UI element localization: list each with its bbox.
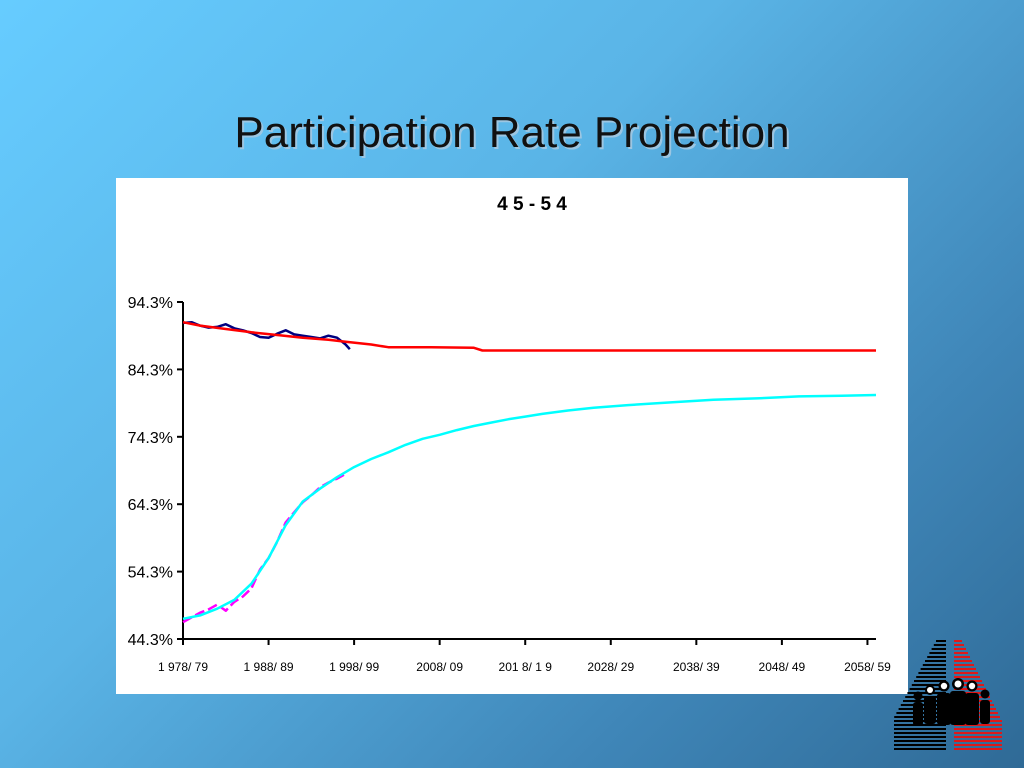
series-line-3 xyxy=(182,393,877,621)
series-line-2 xyxy=(182,320,876,352)
y-tick-label: 94.3% xyxy=(128,295,173,312)
worker-people-logo xyxy=(894,640,1002,750)
x-tick-label: 2058/ 59 xyxy=(844,660,891,674)
y-tick-label: 74.3% xyxy=(128,430,173,447)
y-tick-label: 54.3% xyxy=(128,565,173,582)
x-tick-label: 2038/ 39 xyxy=(673,660,720,674)
x-tick-label: 2048/ 49 xyxy=(759,660,806,674)
chart-panel: 4 5 - 5 4 94.3% 84.3% 74.3% 64.3% 54.3% 44.3%… xyxy=(116,178,908,694)
chart-title: 4 5 - 5 4 xyxy=(497,194,567,215)
x-tick-label: 2028/ 29 xyxy=(587,660,634,674)
y-tick-label: 64.3% xyxy=(128,497,173,514)
series-line-1 xyxy=(182,472,347,624)
series-layer xyxy=(182,320,877,624)
y-tick-label: 84.3% xyxy=(128,362,173,379)
x-tick-label: 1 978/ 79 xyxy=(158,660,208,674)
x-tick-label: 201 8/ 1 9 xyxy=(499,660,553,674)
chart-axes xyxy=(182,302,876,640)
x-tick-label: 1 998/ 99 xyxy=(329,660,379,674)
people-silhouette-icon xyxy=(913,678,990,726)
x-tick-label: 1 988/ 89 xyxy=(244,660,294,674)
x-tick-label: 2008/ 09 xyxy=(416,660,463,674)
y-tick-label: 44.3% xyxy=(128,632,173,649)
slide-title: Participation Rate Projection xyxy=(234,108,790,157)
x-axis-ticks: 1 978/ 79 1 988/ 89 1 998/ 99 2008/ 09 201 8… xyxy=(158,639,891,674)
y-axis-ticks: 94.3% 84.3% 74.3% 64.3% 54.3% 44.3% xyxy=(128,295,183,649)
line-chart: 4 5 - 5 4 94.3% 84.3% 74.3% 64.3% 54.3% 44.3%… xyxy=(128,194,891,674)
